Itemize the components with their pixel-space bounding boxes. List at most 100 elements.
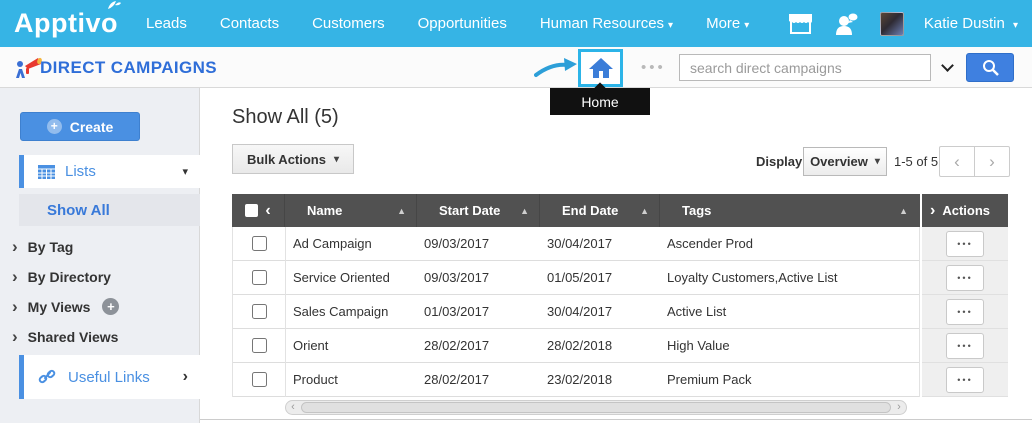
end-date: 30/04/2017 (547, 236, 613, 251)
row-actions-cell: ••• (922, 363, 1008, 397)
row-checkbox-cell (233, 362, 286, 397)
display-label: Display (756, 154, 803, 169)
page-title: DIRECT CAMPAIGNS (40, 58, 218, 77)
ellipsis-icon[interactable]: ••• (641, 59, 666, 76)
by-directory-label: By Directory (27, 268, 111, 285)
end-date: 23/02/2018 (547, 372, 613, 387)
chevron-right-icon: › (12, 327, 18, 346)
sort-asc-icon[interactable]: ▲ (520, 205, 529, 216)
row-checkbox[interactable] (251, 304, 267, 319)
sidebar-item-my-views[interactable]: › My Views + (12, 297, 120, 316)
campaigns-table: ‹ Name ▲ Start Date ▲ End Date ▲ Tags ▲ (232, 194, 920, 397)
sidebar-item-show-all[interactable]: Show All (19, 194, 200, 226)
sort-asc-icon[interactable]: ▲ (397, 205, 406, 216)
sort-asc-icon[interactable]: ▲ (640, 205, 649, 216)
chevron-right-icon: › (182, 368, 188, 385)
row-checkbox[interactable] (251, 270, 267, 285)
campaign-name[interactable]: Product (293, 372, 338, 387)
row-actions-button[interactable]: ••• (946, 366, 984, 393)
sidebar-item-lists[interactable]: Lists ▾ (19, 155, 200, 188)
nav-item-leads[interactable]: Leads (146, 15, 187, 32)
nav-item-human-resources[interactable]: Human Resources ▾ (540, 15, 673, 32)
row-checkbox-cell (233, 328, 286, 363)
store-icon[interactable] (787, 11, 814, 37)
nav-item-customers[interactable]: Customers (312, 15, 385, 32)
sidebar-item-by-directory[interactable]: › By Directory (12, 268, 111, 285)
scroll-left-arrow-icon[interactable]: ‹ (291, 401, 295, 413)
sidebar-item-useful-links[interactable]: Useful Links › (19, 355, 200, 399)
chevron-right-icon: › (930, 201, 936, 219)
sort-asc-icon[interactable]: ▲ (899, 205, 908, 216)
nav-item-contacts[interactable]: Contacts (219, 15, 280, 32)
logo-text: Apptivo (14, 8, 118, 38)
end-date: 28/02/2018 (547, 338, 613, 353)
user-avatar[interactable] (879, 11, 904, 36)
horizontal-scrollbar[interactable]: ‹ › (285, 400, 907, 415)
sidebar-item-shared-views[interactable]: › Shared Views (12, 328, 118, 345)
scroll-right-arrow-icon[interactable]: › (897, 401, 901, 413)
column-header-actions[interactable]: › Actions (922, 194, 1008, 227)
table-body: Ad Campaign 09/03/2017 30/04/2017 Ascend… (232, 226, 920, 397)
nav-item-opportunities[interactable]: Opportunities (417, 15, 507, 32)
app-header-bar: DIRECT CAMPAIGNS ••• (0, 47, 1032, 88)
campaign-name[interactable]: Sales Campaign (293, 304, 389, 319)
list-heading: Show All (5) (232, 106, 339, 128)
chevron-down-icon: ▾ (1012, 20, 1018, 31)
create-button[interactable]: + Create (20, 112, 140, 141)
select-all-checkbox[interactable] (245, 204, 259, 217)
row-actions-button[interactable]: ••• (946, 230, 984, 257)
row-checkbox[interactable] (251, 372, 267, 387)
link-icon (38, 369, 56, 384)
user-menu[interactable]: Katie Dustin ▾ (924, 15, 1018, 32)
row-checkbox[interactable] (251, 338, 267, 353)
home-tooltip: Home (550, 82, 650, 115)
row-actions-button[interactable]: ••• (946, 332, 984, 359)
display-mode-select[interactable]: Overview ▾ (803, 147, 887, 176)
scrollbar-thumb[interactable] (301, 402, 891, 413)
column-header-start-date[interactable]: Start Date ▲ (417, 194, 540, 227)
apptivo-logo[interactable]: Apptivo (14, 1, 121, 39)
chevron-right-icon: › (12, 267, 18, 286)
previous-page-button[interactable]: ‹ (939, 146, 975, 177)
left-sidebar: + Create Lists ▾ Show All › By Tag › By … (0, 88, 200, 423)
campaign-name[interactable]: Ad Campaign (293, 236, 372, 251)
tags: Ascender Prod (667, 236, 753, 251)
main-content: Show All (5) Bulk Actions ▾ Display Over… (200, 88, 1032, 423)
bulk-actions-button[interactable]: Bulk Actions ▾ (232, 144, 355, 174)
home-button[interactable] (578, 49, 623, 87)
campaign-megaphone-icon (16, 57, 42, 78)
chevron-down-icon: ▾ (668, 20, 674, 31)
row-checkbox[interactable] (251, 236, 267, 251)
tags: Premium Pack (667, 372, 752, 387)
add-view-button[interactable]: + (102, 298, 120, 315)
chevron-right-icon: › (989, 151, 995, 171)
column-header-tags[interactable]: Tags ▲ (660, 194, 918, 227)
chevron-right-icon: › (12, 297, 18, 316)
user-name-label: Katie Dustin (923, 15, 1005, 32)
search-button[interactable] (966, 53, 1014, 82)
end-date: 30/04/2017 (547, 304, 613, 319)
nav-item-more[interactable]: More ▾ (706, 15, 749, 32)
sidebar-item-by-tag[interactable]: › By Tag (12, 238, 73, 255)
campaign-name[interactable]: Orient (293, 338, 329, 353)
search-input[interactable] (679, 54, 931, 81)
row-actions-button[interactable]: ••• (946, 264, 984, 291)
useful-links-label: Useful Links (68, 368, 150, 386)
end-date: 01/05/2017 (547, 270, 613, 285)
collapse-column-icon[interactable]: ‹ (265, 201, 271, 219)
column-label: Name (307, 203, 343, 218)
search-options-dropdown[interactable] (934, 54, 960, 81)
next-page-button[interactable]: › (974, 146, 1010, 177)
table-row: Orient 28/02/2017 28/02/2018 High Value (233, 328, 919, 363)
ideas-person-icon[interactable] (834, 11, 860, 37)
row-actions-button[interactable]: ••• (946, 298, 984, 325)
campaign-name[interactable]: Service Oriented (293, 270, 390, 285)
content-divider (200, 419, 1032, 420)
top-nav-items: Leads Contacts Customers Opportunities H… (146, 15, 749, 32)
show-all-label: Show All (47, 201, 110, 219)
column-header-name[interactable]: Name ▲ (285, 194, 417, 227)
nav-item-label: Human Resources (539, 15, 665, 32)
column-label: Tags (682, 203, 712, 218)
column-header-end-date[interactable]: End Date ▲ (540, 194, 660, 227)
